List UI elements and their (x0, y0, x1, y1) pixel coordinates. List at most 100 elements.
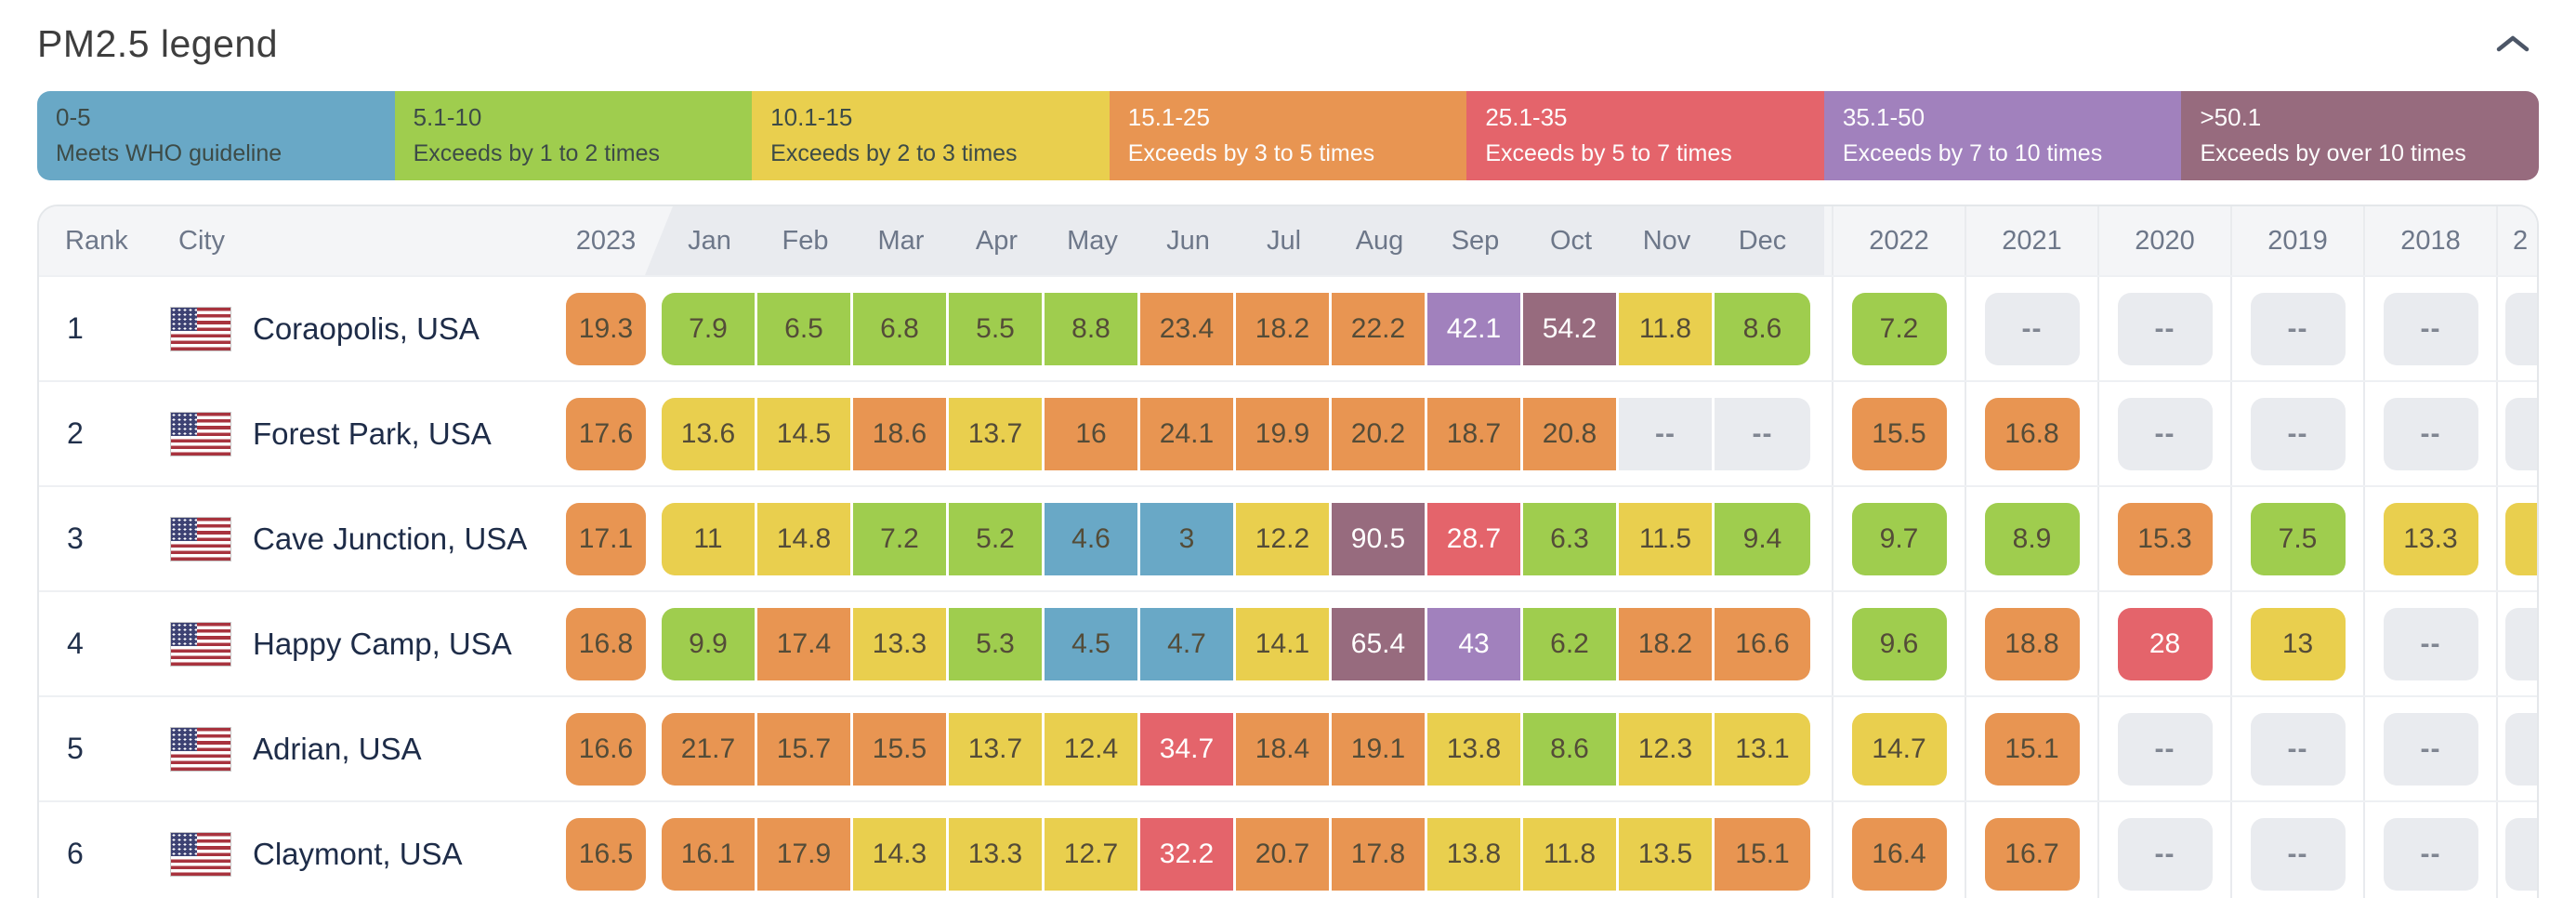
pm-value-pill: 18.8 (1984, 607, 2080, 680)
months-header-band (645, 206, 1824, 275)
city-cell[interactable]: Forest Park, USA (169, 412, 550, 456)
column-header-month: Mar (877, 225, 925, 256)
pm-value-cell: 11.5 (1619, 502, 1712, 575)
pm-value-pill: 16.8 (1984, 397, 2080, 470)
month-cell: 5.3 (949, 607, 1045, 680)
year-cell: 16.4 (1832, 802, 1965, 898)
pm-value-cell: 18.7 (1427, 397, 1520, 470)
month-cell: 18.6 (853, 397, 949, 470)
legend-segment: 10.1-15 Exceeds by 2 to 3 times (752, 91, 1110, 180)
pm-value-cell: 42.1 (1427, 292, 1520, 365)
year-cell: -- (2097, 697, 2230, 800)
pm-value-pill: 13 (2250, 607, 2346, 680)
legend-segment: 35.1-50 Exceeds by 7 to 10 times (1823, 91, 2182, 180)
pm-value-cell: 23.4 (1140, 292, 1233, 365)
table-header-row: Rank City 2023 Jan Feb Mar Apr May Jun Jul Aug Sep O… (39, 206, 2537, 275)
table-row: 5 Adrian, USA 16.6 21.7 15.7 15.5 13.7 12.4 34.7… (39, 695, 2537, 800)
column-header-month: Apr (975, 225, 1019, 256)
legend-segment: 5.1-10 Exceeds by 1 to 2 times (394, 91, 753, 180)
rank-cell: 5 (67, 732, 84, 765)
column-header-month: Jan (688, 225, 731, 256)
pm25-legend-panel: PM2.5 legend 0-5 Meets WHO guideline 5.1-1… (0, 20, 2576, 898)
pm-value-pill: 9.6 (1851, 607, 1947, 680)
month-cell: 22.2 (1332, 292, 1427, 365)
pm-value-pill-clipped (2505, 817, 2537, 891)
month-cell: 14.8 (757, 502, 853, 575)
pm-value-pill: -- (2250, 397, 2346, 470)
year-cell: -- (2230, 382, 2363, 485)
column-header-year: 2020 (2097, 206, 2230, 275)
pm-value-pill: -- (2383, 712, 2478, 786)
pm-value-cell: 19.9 (1236, 397, 1329, 470)
month-cell: 13.8 (1427, 817, 1523, 891)
year-2023-cell: 16.5 (550, 817, 662, 891)
year-2023-cell: 19.3 (550, 292, 662, 365)
pm-value-cell: 8.6 (1523, 712, 1616, 786)
month-cell: 12.2 (1236, 502, 1332, 575)
pm-value-pill: -- (2250, 292, 2346, 365)
us-flag-icon (171, 307, 230, 350)
pm-value-pill: -- (2117, 397, 2213, 470)
year-cell: 13.3 (2363, 487, 2496, 590)
month-cell: 13.7 (949, 712, 1045, 786)
collapse-chevron-up-icon[interactable] (2487, 23, 2539, 64)
pm-value-cell: 20.2 (1332, 397, 1425, 470)
month-cell: 14.1 (1236, 607, 1332, 680)
pm-value-pill: 19.3 (566, 292, 646, 365)
pm-value-pill: -- (2383, 607, 2478, 680)
column-header-month: Jun (1166, 225, 1210, 256)
pm-value-cell: 9.4 (1715, 502, 1810, 575)
pm-value-cell: 4.6 (1045, 502, 1137, 575)
year-cell-clipped (2496, 697, 2537, 800)
city-cell[interactable]: Coraopolis, USA (169, 307, 550, 350)
pm-value-pill: 16.5 (566, 817, 646, 891)
column-header-month: Dec (1738, 225, 1787, 256)
pm-value-cell: 32.2 (1140, 817, 1233, 891)
us-flag-icon (171, 622, 230, 666)
pm-value-cell: 5.2 (949, 502, 1042, 575)
city-cell[interactable]: Adrian, USA (169, 727, 550, 771)
month-cell: 9.4 (1715, 502, 1810, 575)
pm-value-pill-clipped (2505, 397, 2537, 470)
month-cell: 13.1 (1715, 712, 1810, 786)
table-row: 3 Cave Junction, USA 17.1 11 14.8 7.2 5.2 4.6 3 1… (39, 485, 2537, 590)
year-cell: 18.8 (1965, 592, 2097, 695)
column-header-month: Feb (782, 225, 829, 256)
city-name: Forest Park, USA (253, 416, 492, 451)
city-cell[interactable]: Cave Junction, USA (169, 517, 550, 561)
month-cell: 65.4 (1332, 607, 1427, 680)
year-cell: -- (2097, 802, 2230, 898)
month-cell: 4.6 (1045, 502, 1140, 575)
table-body: 1 Coraopolis, USA 19.3 7.9 6.5 6.8 5.5 8.8 23.4 1… (39, 275, 2537, 898)
pm-value-pill: -- (2383, 817, 2478, 891)
legend-range-label: >50.1 (2200, 103, 2262, 131)
pm-value-pill: -- (2250, 817, 2346, 891)
year-cell: 8.9 (1965, 487, 2097, 590)
month-cell: 28.7 (1427, 502, 1523, 575)
month-cell: 12.7 (1045, 817, 1140, 891)
pm-value-cell: 14.5 (757, 397, 850, 470)
month-cell: 20.8 (1523, 397, 1619, 470)
month-cell: 90.5 (1332, 502, 1427, 575)
month-cell: 18.2 (1236, 292, 1332, 365)
pm-value-cell: 12.3 (1619, 712, 1712, 786)
city-cell[interactable]: Claymont, USA (169, 832, 550, 876)
pm-value-cell: 11.8 (1619, 292, 1712, 365)
pm-value-pill: -- (2383, 397, 2478, 470)
page-title: PM2.5 legend (37, 21, 279, 65)
legend-description-label: Exceeds by 5 to 7 times (1485, 140, 1732, 166)
legend-description-label: Exceeds by 2 to 3 times (770, 140, 1018, 166)
pm-value-pill: 7.2 (1851, 292, 1947, 365)
pm-value-cell: 4.5 (1045, 607, 1137, 680)
pm-value-pill: -- (2117, 817, 2213, 891)
column-header-month: Oct (1549, 225, 1593, 256)
month-cell: 20.7 (1236, 817, 1332, 891)
city-cell[interactable]: Happy Camp, USA (169, 622, 550, 666)
month-cell: 17.4 (757, 607, 853, 680)
pm-value-cell: 17.4 (757, 607, 850, 680)
pm-value-cell: 7.9 (662, 292, 755, 365)
year-2023-cell: 17.1 (550, 502, 662, 575)
pm-value-cell: 13.6 (662, 397, 755, 470)
pm-value-cell: 4.7 (1140, 607, 1233, 680)
month-cell: 12.4 (1045, 712, 1140, 786)
